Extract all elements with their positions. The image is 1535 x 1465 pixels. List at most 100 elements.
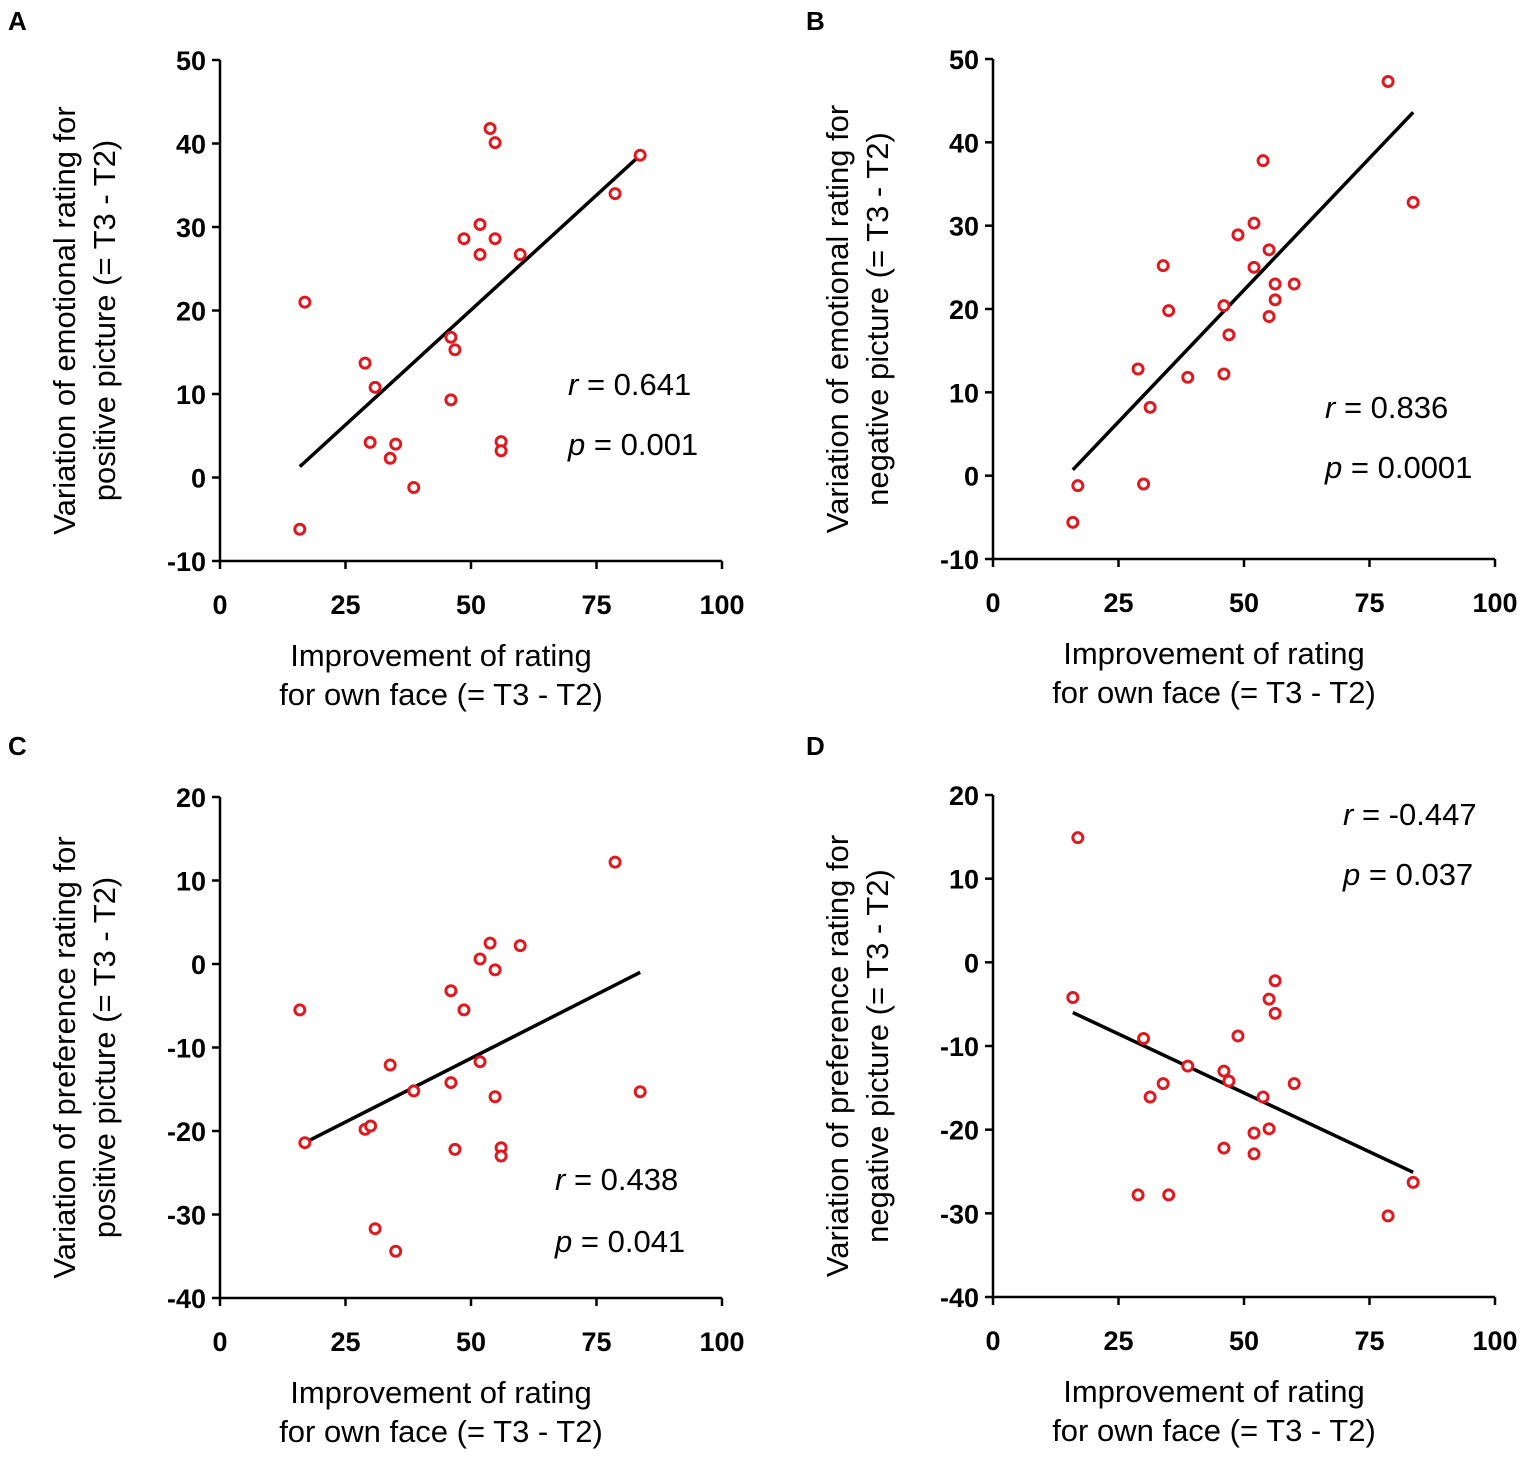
- y-tick-label: 10: [949, 378, 979, 408]
- data-point: [1268, 1006, 1282, 1020]
- x-axis-label: Improvement of rating: [290, 1375, 592, 1410]
- data-point: [448, 1142, 462, 1156]
- data-point: [1287, 1077, 1301, 1091]
- data-point: [1262, 243, 1276, 257]
- data-point: [633, 1085, 647, 1099]
- data-point: [513, 939, 527, 953]
- x-axis-label: Improvement of rating: [1063, 1374, 1365, 1409]
- data-point: [1143, 400, 1157, 414]
- data-point: [473, 1055, 487, 1069]
- data-point: [1131, 362, 1145, 376]
- x-tick-label: 75: [581, 590, 611, 620]
- data-point: [1381, 75, 1395, 88]
- x-tick-label: 0: [212, 1327, 227, 1357]
- r-symbol: r: [555, 1162, 567, 1197]
- data-point: [1406, 195, 1420, 209]
- x-tick-label: 100: [1472, 588, 1517, 618]
- x-axis-label: Improvement of rating: [290, 638, 592, 673]
- data-point: [608, 855, 622, 869]
- data-point: [1268, 277, 1282, 291]
- data-point: [444, 330, 458, 344]
- panel-label: C: [8, 731, 27, 761]
- p-symbol: p: [1324, 450, 1342, 485]
- equals-sign: =: [572, 1224, 607, 1259]
- data-point: [1268, 293, 1282, 307]
- regression-line: [298, 153, 642, 468]
- r-value: 0.836: [1371, 390, 1449, 425]
- y-tick-label: 30: [949, 212, 979, 242]
- r-value: 0.641: [614, 367, 692, 402]
- p-value-label: p = 0.037: [1342, 857, 1473, 892]
- data-point: [1222, 1074, 1236, 1088]
- x-tick-label: 0: [212, 590, 227, 620]
- data-point: [1217, 299, 1231, 313]
- panel-label: B: [806, 6, 825, 36]
- x-tick-label: 50: [1229, 1326, 1259, 1356]
- y-tick-label: -10: [167, 1034, 206, 1064]
- data-point: [407, 1084, 421, 1098]
- x-axis-label: for own face (= T3 - T2): [1052, 675, 1376, 710]
- x-tick-label: 75: [1354, 588, 1384, 618]
- y-tick-label: 0: [191, 464, 206, 494]
- data-point: [473, 217, 487, 231]
- data-point: [448, 343, 462, 357]
- x-tick-label: 50: [456, 590, 486, 620]
- data-point: [1137, 477, 1151, 491]
- y-tick-label: 20: [176, 783, 206, 813]
- r-value-label: r = 0.836: [1325, 390, 1448, 425]
- data-point: [298, 1136, 312, 1150]
- data-point: [1156, 1077, 1170, 1091]
- data-point: [1247, 216, 1261, 230]
- p-value: 0.001: [621, 427, 699, 462]
- data-point: [444, 984, 458, 998]
- data-point: [1143, 1090, 1157, 1104]
- y-tick-label: -30: [167, 1201, 206, 1231]
- x-axis-label: for own face (= T3 - T2): [279, 677, 603, 712]
- y-tick-label: -40: [940, 1283, 979, 1313]
- data-point: [1071, 479, 1085, 493]
- r-symbol: r: [568, 367, 580, 402]
- data-point: [368, 380, 382, 394]
- data-point: [1066, 990, 1080, 1004]
- data-point: [407, 481, 421, 495]
- data-point: [1262, 1122, 1276, 1136]
- regression-line: [304, 970, 641, 1145]
- data-point: [608, 187, 622, 201]
- x-tick-label: 100: [1472, 1326, 1517, 1356]
- data-point: [1071, 831, 1085, 845]
- p-value-label: p = 0.0001: [1324, 450, 1472, 485]
- data-point: [1181, 370, 1195, 384]
- x-axis-label: for own face (= T3 - T2): [1052, 1413, 1376, 1448]
- data-point: [488, 963, 502, 977]
- y-tick-label: 0: [964, 948, 979, 978]
- x-tick-label: 50: [456, 1327, 486, 1357]
- y-axis-label: Variation of preference rating for: [820, 835, 855, 1277]
- y-axis-label: Variation of emotional rating for: [820, 105, 855, 534]
- data-point: [293, 522, 307, 536]
- y-tick-label: 0: [191, 950, 206, 980]
- data-point: [1137, 1031, 1151, 1045]
- data-point: [1131, 1188, 1145, 1202]
- data-point: [1217, 367, 1231, 381]
- regression-line: [1072, 1010, 1414, 1174]
- equals-sign: =: [1342, 450, 1377, 485]
- x-axis-label: Improvement of rating: [1063, 636, 1365, 671]
- equals-sign: =: [578, 367, 613, 402]
- data-point: [488, 1090, 502, 1104]
- panel-c: C -40 -30 -20 -10 0 10 20 0 25 50 75 100 Improvement …: [8, 731, 745, 1449]
- data-point: [1181, 1059, 1195, 1073]
- y-tick-label: 40: [176, 130, 206, 160]
- x-tick-label: 0: [985, 1326, 1000, 1356]
- data-point: [293, 1003, 307, 1017]
- data-point: [1262, 310, 1276, 323]
- x-tick-label: 25: [330, 1327, 360, 1357]
- y-axis-label: negative picture (= T3 - T2): [860, 869, 895, 1243]
- data-point: [483, 121, 497, 135]
- y-tick-label: 10: [176, 867, 206, 897]
- p-symbol: p: [567, 427, 585, 462]
- panel-d: D -40 -30 -20 -10 0 10 20 0 25 50 75 100 Improvement …: [806, 731, 1518, 1448]
- y-axis-label: positive picture (= T3 - T2): [87, 877, 122, 1239]
- x-tick-label: 0: [985, 588, 1000, 618]
